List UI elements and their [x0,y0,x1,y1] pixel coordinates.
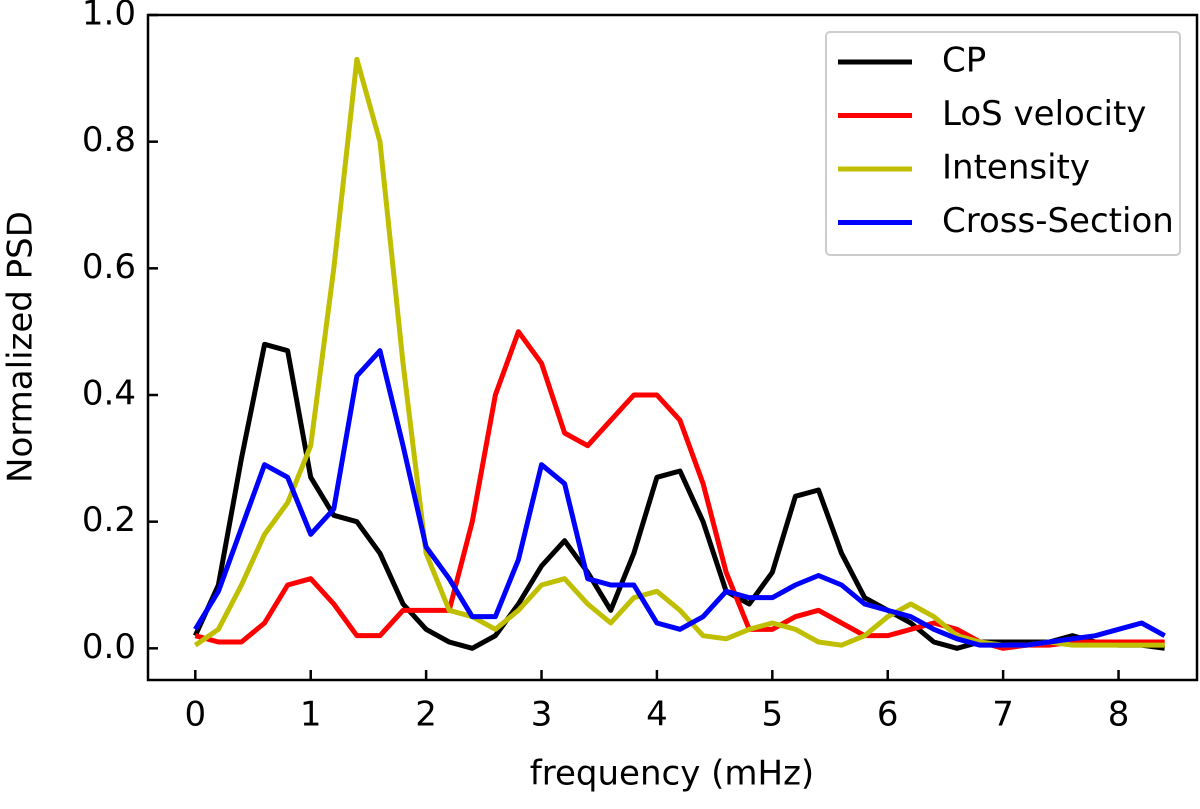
legend-label: LoS velocity [942,94,1146,134]
y-tick-label: 0.8 [82,120,136,160]
x-tick-label: 5 [762,695,784,735]
x-tick-label: 8 [1108,695,1130,735]
series-line [194,329,1165,651]
y-axis-label: Normalized PSD [1,211,41,483]
x-tick-label: 0 [184,695,206,735]
series-line [193,348,1166,648]
y-tick-label: 0.0 [82,627,136,667]
x-tick-label: 4 [646,695,668,735]
x-axis-label: frequency (mHz) [530,754,814,794]
series-line [193,341,1166,651]
y-tick-label: 0.6 [82,247,136,287]
x-tick-label: 2 [415,695,437,735]
legend-label: Intensity [942,148,1090,188]
plot-frame [146,13,1199,682]
legend-box [825,31,1181,256]
legend-label: Cross-Section [942,201,1174,241]
legend-label: CP [942,41,986,81]
x-tick-label: 7 [992,695,1014,735]
y-tick-label: 1.0 [82,0,136,34]
y-tick-label: 0.2 [82,500,136,540]
x-tick-label: 6 [877,695,899,735]
x-tick-label: 1 [300,695,322,735]
y-tick-label: 0.4 [82,374,136,414]
x-tick-label: 3 [531,695,553,735]
